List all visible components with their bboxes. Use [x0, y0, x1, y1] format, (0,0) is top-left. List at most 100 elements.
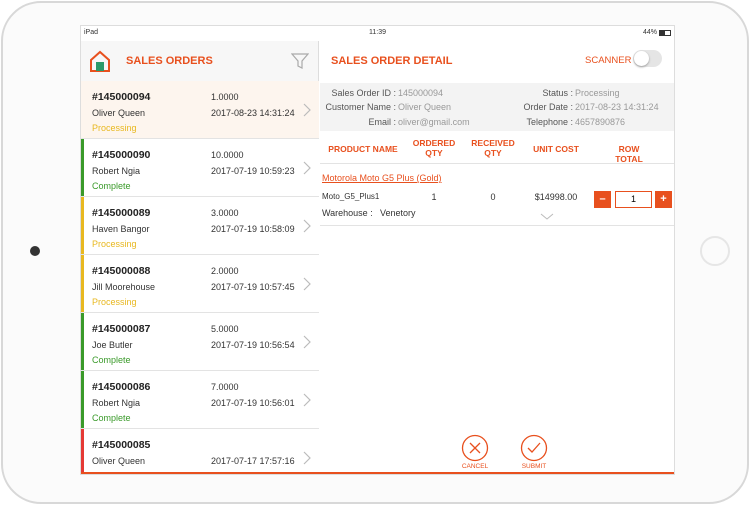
- product-link[interactable]: Motorola Moto G5 Plus (Gold): [322, 173, 442, 183]
- customer-name: Robert Ngia: [92, 166, 141, 176]
- chevron: [303, 335, 311, 349]
- table-header: PRODUCT NAME ORDERED QTY RECEIVED QTY UN…: [320, 131, 674, 164]
- order-date: 2017-07-19 10:56:01: [211, 398, 295, 408]
- status-bar: [81, 255, 84, 312]
- order-id: #145000085: [92, 439, 151, 451]
- order-info: Sales Order ID : 145000094 Customer Name…: [320, 83, 674, 131]
- chevron: [303, 277, 311, 291]
- chevron: [303, 103, 311, 117]
- order-qty: 1.0000: [211, 92, 239, 102]
- expand-chevron[interactable]: [540, 213, 554, 221]
- unit-cost: $14998.00: [534, 192, 578, 202]
- column-header: PRODUCT NAME: [328, 144, 398, 154]
- status-bar: [81, 429, 84, 474]
- customer-name: Robert Ngia: [92, 398, 141, 408]
- order-date: 2017-07-19 10:56:54: [211, 340, 295, 350]
- info-label: Customer Name :: [325, 102, 396, 112]
- scanner-toggle[interactable]: [633, 50, 662, 67]
- order-status: Complete: [92, 413, 131, 423]
- order-item[interactable]: #145000086 7.0000 Robert Ngia 2017-07-19 10…: [81, 371, 319, 429]
- received-qty: 0: [490, 192, 496, 202]
- order-item[interactable]: #145000085 Oliver Queen 2017-07-17 17:57:1…: [81, 429, 319, 474]
- order-id: #145000087: [92, 323, 151, 335]
- order-date: 2017-07-19 10:59:23: [211, 166, 295, 176]
- chevron: [303, 219, 311, 233]
- info-value: 2017-08-23 14:31:24: [575, 102, 659, 112]
- sidebar-title: SALES ORDERS: [126, 55, 213, 67]
- order-date: 2017-07-19 10:57:45: [211, 282, 295, 292]
- customer-name: Joe Butler: [92, 340, 133, 350]
- order-status: Complete: [92, 355, 131, 365]
- order-id: #145000089: [92, 207, 151, 219]
- info-value: 4657890876: [575, 117, 626, 127]
- carrier: iPad: [84, 29, 99, 36]
- camera: [30, 246, 40, 256]
- order-qty: 10.0000: [211, 150, 244, 160]
- column-header: ROW TOTAL: [615, 144, 643, 164]
- order-id: #145000094: [92, 91, 151, 103]
- order-status: Processing: [92, 297, 137, 307]
- bottom-bar: [81, 472, 674, 474]
- warehouse-label: Warehouse :: [322, 208, 373, 218]
- cancel-label[interactable]: CANCEL: [461, 463, 489, 470]
- order-item[interactable]: #145000090 10.0000 Robert Ngia 2017-07-19 1…: [81, 139, 319, 197]
- filter-icon[interactable]: [291, 52, 309, 70]
- column-header: UNIT COST: [533, 144, 579, 154]
- cancel-icon[interactable]: [461, 434, 489, 462]
- order-qty: 5.0000: [211, 324, 239, 334]
- info-label: Order Date :: [523, 102, 573, 112]
- submit-icon[interactable]: [520, 434, 548, 462]
- chevron: [303, 393, 311, 407]
- order-status: Complete: [92, 181, 131, 191]
- column-header: ORDERED QTY: [412, 138, 456, 158]
- status-bar: [81, 139, 84, 196]
- customer-name: Oliver Queen: [92, 108, 146, 118]
- order-item[interactable]: #145000089 3.0000 Haven Bangor 2017-07-19 1…: [81, 197, 319, 255]
- minus-button[interactable]: –: [594, 191, 611, 208]
- order-item[interactable]: #145000087 5.0000 Joe Butler 2017-07-19 10:…: [81, 313, 319, 371]
- order-qty: 7.0000: [211, 382, 239, 392]
- info-value: oliver@gmail.com: [398, 117, 470, 127]
- info-value: 145000094: [398, 88, 444, 98]
- status-bar: [81, 371, 84, 428]
- chevron: [303, 161, 311, 175]
- submit-label[interactable]: SUBMIT: [521, 463, 547, 470]
- screen: iPad 11:39 44% SALES ORDERS #145000094 1.…: [80, 25, 675, 475]
- order-date: 2017-08-23 14:31:24: [211, 108, 295, 118]
- time: 11:39: [369, 29, 386, 36]
- sku: Moto_G5_Plus1: [322, 192, 380, 201]
- info-label: Email :: [368, 117, 396, 127]
- detail-title: SALES ORDER DETAIL: [331, 55, 453, 67]
- home-button[interactable]: [700, 236, 730, 266]
- order-id: #145000086: [92, 381, 151, 393]
- logo: [90, 50, 110, 72]
- order-item[interactable]: #145000088 2.0000 Jill Moorehouse 2017-07-1…: [81, 255, 319, 313]
- customer-name: Haven Bangor: [92, 224, 150, 234]
- qty-input[interactable]: 1: [615, 191, 652, 208]
- info-value: Oliver Queen: [398, 102, 452, 112]
- order-id: #145000088: [92, 265, 151, 277]
- battery: 44%: [643, 29, 658, 36]
- customer-name: Jill Moorehouse: [92, 282, 156, 292]
- warehouse: Venetory: [380, 208, 416, 218]
- chevron: [303, 451, 311, 465]
- order-status: Processing: [92, 239, 137, 249]
- status-bar: [81, 197, 84, 254]
- order-item[interactable]: #145000094 1.0000 Oliver Queen 2017-08-23 1…: [81, 81, 319, 139]
- status-bar: [81, 313, 84, 370]
- order-status: Processing: [92, 123, 137, 133]
- ordered-qty: 1: [431, 192, 437, 202]
- table-row: Motorola Moto G5 Plus (Gold) Moto_G5_Plu…: [320, 165, 674, 226]
- order-qty: 3.0000: [211, 208, 239, 218]
- info-label: Telephone :: [526, 117, 573, 127]
- order-list: #145000094 1.0000 Oliver Queen 2017-08-23 1…: [81, 81, 319, 474]
- plus-button[interactable]: +: [655, 191, 672, 208]
- order-qty: 2.0000: [211, 266, 239, 276]
- order-id: #145000090: [92, 149, 151, 161]
- info-label: Status :: [542, 88, 573, 98]
- info-label: Sales Order ID :: [331, 88, 396, 98]
- order-date: 2017-07-17 17:57:16: [211, 456, 295, 466]
- info-value: Processing: [575, 88, 620, 98]
- status-bar: [81, 81, 84, 138]
